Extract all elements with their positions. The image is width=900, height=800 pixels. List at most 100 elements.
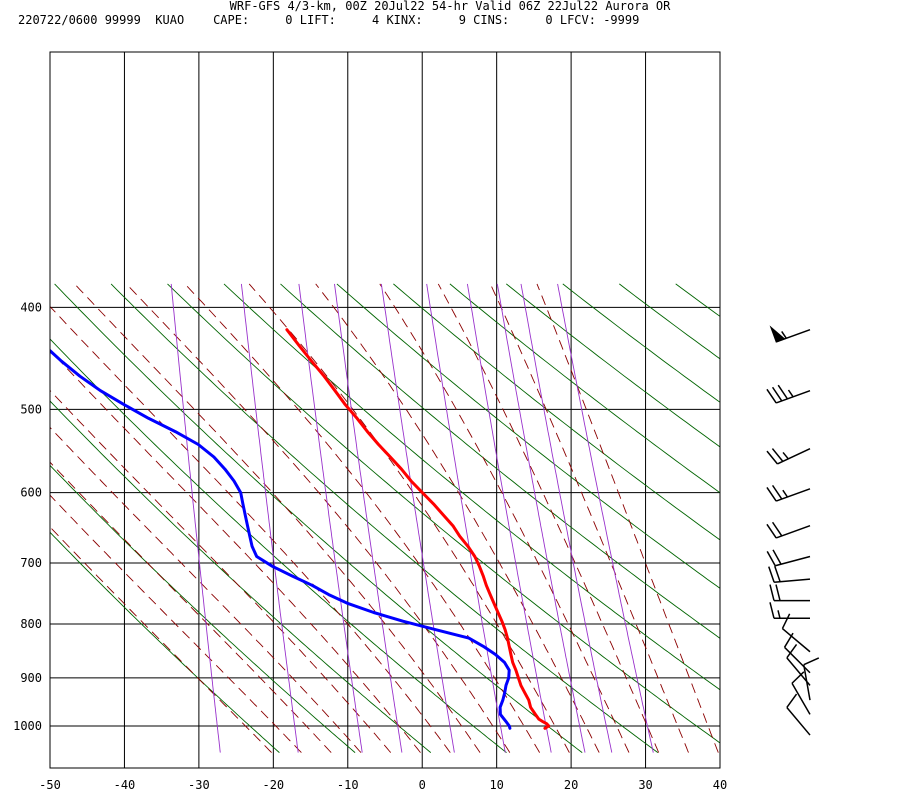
wind-barb	[786, 693, 811, 736]
barb-feather	[766, 551, 776, 567]
moist-adiabat	[126, 283, 511, 753]
barb-staff	[791, 682, 811, 715]
mixing-ratio-line	[170, 283, 221, 753]
barb-half-feather	[787, 389, 794, 398]
barb-feather	[775, 584, 781, 601]
x-tick-label: 30	[638, 778, 652, 792]
barb-feather	[777, 384, 789, 400]
wind-barb	[769, 584, 810, 602]
mixing-ratio-line	[520, 283, 613, 753]
dry-adiabat	[789, 284, 900, 753]
x-tick-label: -50	[39, 778, 61, 792]
mixing-ratio-line	[240, 283, 299, 753]
y-tick-label: 800	[20, 617, 42, 631]
dry-adiabat	[393, 283, 720, 541]
barb-feather	[771, 386, 783, 402]
y-tick-label: 400	[20, 300, 42, 314]
dry-adiabat	[336, 283, 720, 589]
thermodynamic-background-lines	[50, 283, 900, 753]
dewpoint-profile	[50, 348, 512, 730]
x-tick-label: 0	[419, 778, 426, 792]
mixing-ratio-line	[466, 283, 552, 753]
mixing-ratio-line	[426, 283, 506, 753]
x-tick-label: -10	[337, 778, 359, 792]
moist-adiabat	[50, 461, 332, 753]
wind-barb	[803, 657, 820, 701]
barb-feather	[771, 521, 783, 537]
barb-feather	[781, 613, 791, 629]
wind-barb	[766, 521, 811, 539]
barb-staff	[784, 646, 811, 674]
barb-feather	[766, 388, 777, 404]
barb-pennant	[769, 325, 786, 343]
mixing-ratio-line	[334, 283, 403, 753]
barb-feather	[768, 566, 775, 583]
wind-barb	[783, 632, 811, 674]
moist-adiabat	[50, 526, 272, 753]
temperature-profile	[285, 328, 551, 730]
barb-half-feather	[782, 489, 789, 498]
wind-barb	[791, 671, 811, 715]
station-indices: 220722/0600 99999 KUAO CAPE: 0 LIFT: 4 K…	[18, 13, 640, 27]
dry-adiabat	[223, 283, 720, 691]
barb-feather	[771, 484, 783, 500]
x-tick-label: -30	[188, 778, 210, 792]
barb-feather	[786, 693, 798, 708]
wind-barbs	[766, 325, 820, 736]
y-tick-label: 1000	[13, 719, 42, 733]
mixing-ratio-line	[496, 283, 586, 753]
barb-staff	[803, 664, 811, 701]
barb-feather	[803, 657, 820, 666]
wind-barb	[769, 602, 810, 620]
x-tick-label: 10	[489, 778, 503, 792]
x-tick-label: 40	[713, 778, 727, 792]
barb-feather	[771, 448, 784, 462]
dry-adiabat	[732, 284, 900, 753]
dry-adiabat	[619, 283, 720, 360]
barb-staff	[781, 628, 811, 653]
y-tick-label: 600	[20, 486, 42, 500]
y-tick-label: 900	[20, 671, 42, 685]
x-tick-label: -20	[262, 778, 284, 792]
plot-frame	[49, 51, 721, 769]
dry-adiabat	[54, 283, 583, 753]
barb-feather	[769, 584, 775, 601]
moist-adiabat	[50, 494, 302, 753]
moist-adiabat	[315, 283, 600, 753]
x-tick-label: -40	[114, 778, 136, 792]
wind-barb	[766, 549, 811, 567]
barb-staff	[786, 706, 811, 736]
barb-feather	[769, 602, 775, 619]
mixing-ratio-line	[380, 283, 455, 753]
moist-adiabat	[50, 305, 451, 753]
dry-adiabat	[50, 531, 280, 753]
x-tick-label: 20	[564, 778, 578, 792]
temperature-axis: -50 -40 -30 -20 -10 0 10 20 30 40	[39, 778, 727, 792]
moist-adiabat	[74, 283, 481, 753]
barb-feather	[774, 565, 781, 582]
isobar-isotherm-grid	[49, 52, 721, 768]
dry-adiabat	[280, 283, 720, 639]
barb-half-feather	[777, 610, 781, 619]
moist-adiabat	[437, 283, 660, 753]
barb-feather	[766, 487, 777, 502]
dry-adiabat	[506, 283, 720, 448]
moist-adiabat	[50, 389, 392, 753]
barb-feather	[766, 450, 778, 465]
mixing-ratio-line	[298, 283, 363, 753]
barb-feather	[766, 523, 777, 539]
dry-adiabat	[50, 338, 507, 753]
moist-adiabat	[379, 283, 630, 753]
wind-barb	[766, 484, 811, 502]
y-tick-label: 500	[20, 402, 42, 416]
moist-adiabat	[184, 283, 540, 753]
wind-barb	[766, 448, 811, 465]
barb-feather	[783, 632, 794, 648]
moist-adiabat	[50, 349, 421, 753]
barb-half-feather	[781, 331, 787, 339]
barb-half-feather	[782, 451, 789, 460]
y-tick-label: 700	[20, 556, 42, 570]
dry-adiabat	[110, 283, 659, 753]
moist-adiabat	[489, 283, 689, 753]
